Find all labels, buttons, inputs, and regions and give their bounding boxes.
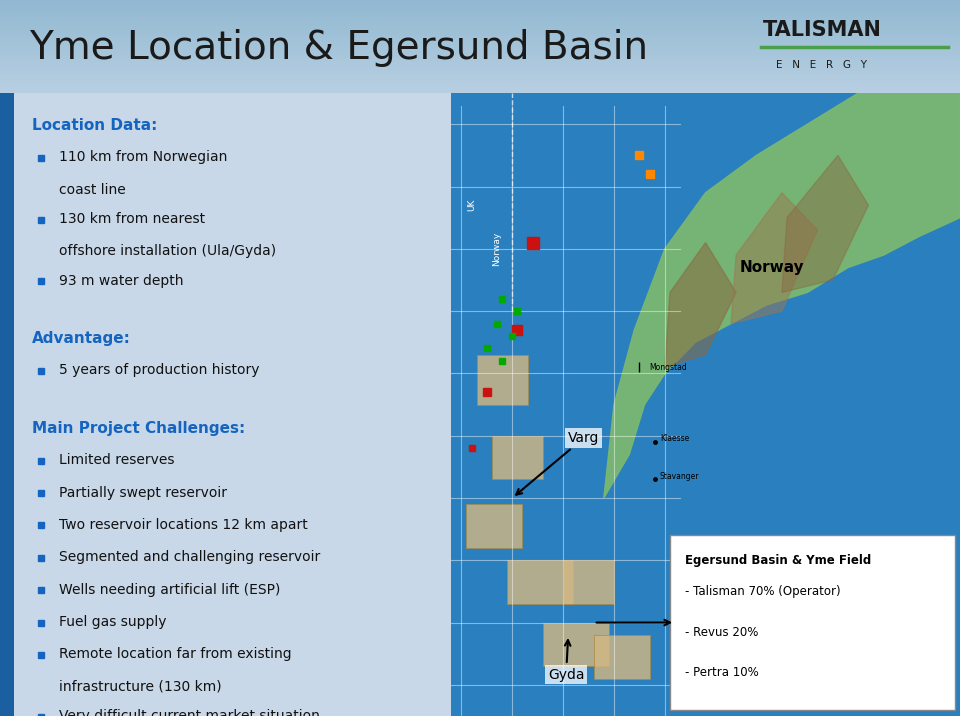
Text: E   N   E   R   G   Y: E N E R G Y — [776, 60, 867, 70]
Bar — [564, 560, 614, 604]
Text: Norway: Norway — [739, 260, 804, 275]
Text: - Talisman 70% (Operator): - Talisman 70% (Operator) — [685, 585, 841, 598]
Text: Advantage:: Advantage: — [32, 331, 131, 346]
Text: Gyda: Gyda — [548, 640, 585, 682]
Bar — [492, 435, 542, 479]
Text: infrastructure (130 km): infrastructure (130 km) — [59, 680, 222, 694]
Text: 5 years of production history: 5 years of production history — [59, 364, 259, 377]
Text: UK: UK — [468, 199, 476, 211]
Polygon shape — [665, 243, 736, 367]
Text: Location Data:: Location Data: — [32, 118, 156, 133]
Text: - Revus 20%: - Revus 20% — [685, 626, 758, 639]
Text: Remote location far from existing: Remote location far from existing — [59, 647, 291, 662]
Text: Partially swept reservoir: Partially swept reservoir — [59, 485, 227, 500]
Text: 130 km from nearest: 130 km from nearest — [59, 212, 204, 226]
Text: 93 m water depth: 93 m water depth — [59, 274, 183, 288]
Text: Klaesse: Klaesse — [660, 435, 689, 443]
Text: Wells needing artificial lift (ESP): Wells needing artificial lift (ESP) — [59, 583, 280, 596]
Polygon shape — [604, 93, 960, 498]
Text: Mongstad: Mongstad — [650, 363, 687, 372]
Text: Very difficult current market situation: Very difficult current market situation — [59, 709, 320, 716]
Text: Two reservoir locations 12 km apart: Two reservoir locations 12 km apart — [59, 518, 307, 532]
Polygon shape — [732, 193, 818, 324]
Text: Varg: Varg — [516, 431, 600, 495]
Bar — [467, 504, 522, 548]
Text: Limited reserves: Limited reserves — [59, 453, 174, 467]
Bar — [476, 354, 528, 405]
Text: Norway: Norway — [492, 232, 501, 266]
FancyBboxPatch shape — [670, 536, 955, 710]
Bar — [507, 560, 573, 604]
Bar — [542, 622, 609, 666]
Text: Segmented and challenging reservoir: Segmented and challenging reservoir — [59, 551, 320, 564]
Bar — [593, 635, 650, 679]
Text: 110 km from Norwegian: 110 km from Norwegian — [59, 150, 227, 165]
Text: Main Project Challenges:: Main Project Challenges: — [32, 421, 245, 436]
Text: Stavanger: Stavanger — [660, 472, 699, 480]
Polygon shape — [782, 155, 869, 292]
Text: - Pertra 10%: - Pertra 10% — [685, 666, 759, 679]
Text: coast line: coast line — [59, 183, 126, 197]
Text: Egersund Basin & Yme Field: Egersund Basin & Yme Field — [685, 554, 872, 567]
Bar — [0, 93, 13, 716]
Text: Yme Location & Egersund Basin: Yme Location & Egersund Basin — [29, 29, 648, 67]
Text: TALISMAN: TALISMAN — [763, 20, 882, 40]
Text: offshore installation (Ula/Gyda): offshore installation (Ula/Gyda) — [59, 244, 276, 258]
Text: Fuel gas supply: Fuel gas supply — [59, 615, 166, 629]
